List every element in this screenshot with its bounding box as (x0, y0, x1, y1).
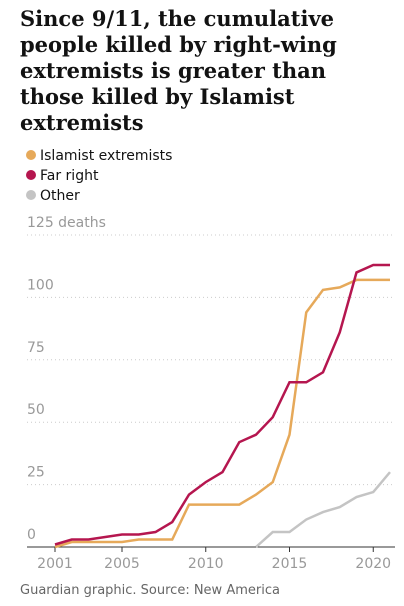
series-line (255, 471, 391, 548)
legend-label: Other (40, 188, 80, 204)
legend-swatch (26, 190, 36, 200)
x-tick-label: 2015 (272, 556, 308, 572)
x-tick-label: 2001 (37, 556, 73, 572)
y-tick-label: 100 (27, 277, 54, 293)
series-line (54, 263, 390, 546)
y-tick-label: 25 (27, 465, 45, 481)
x-tick-label: 2010 (188, 556, 224, 572)
legend-label: Islamist extremists (40, 148, 172, 164)
legend-swatch (26, 170, 36, 180)
chart-title: Since 9/11, the cumulative people killed… (20, 6, 337, 135)
y-tick-label: 0 (27, 527, 36, 543)
legend-label: Far right (40, 168, 99, 184)
legend-swatch (26, 150, 36, 160)
x-tick-label: 2005 (104, 556, 140, 572)
x-tick-label: 2020 (355, 556, 391, 572)
y-tick-label: 50 (27, 402, 45, 418)
y-tick-label: 75 (27, 340, 45, 356)
series-line (54, 278, 390, 549)
source: Guardian graphic. Source: New America (20, 583, 280, 598)
y-tick-label: 125 deaths (27, 215, 106, 231)
